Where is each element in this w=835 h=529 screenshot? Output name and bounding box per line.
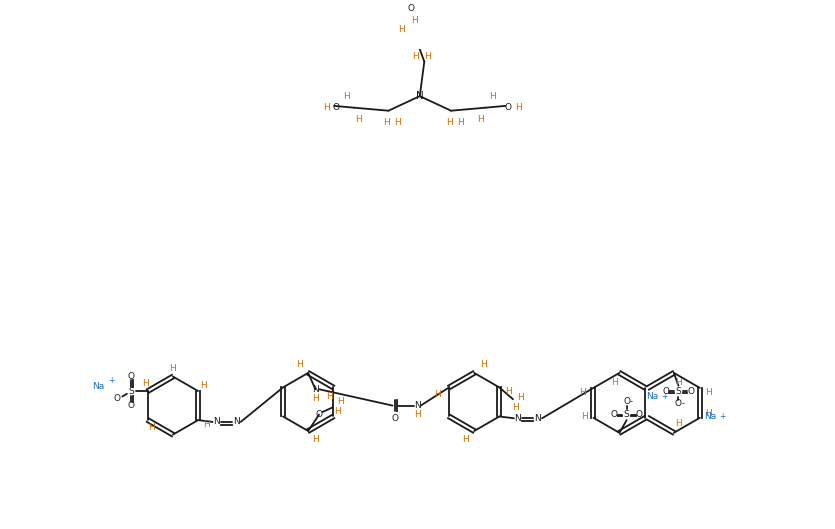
Text: H: H bbox=[513, 403, 519, 412]
Text: +: + bbox=[109, 376, 114, 385]
Text: O: O bbox=[128, 401, 135, 410]
Text: -: - bbox=[681, 399, 685, 408]
Text: H: H bbox=[323, 103, 331, 112]
Text: H: H bbox=[203, 420, 210, 429]
Text: S: S bbox=[129, 387, 134, 396]
Text: N: N bbox=[416, 91, 423, 101]
Text: H: H bbox=[446, 118, 453, 127]
Text: H: H bbox=[148, 423, 154, 432]
Text: H: H bbox=[611, 378, 618, 387]
Text: H: H bbox=[514, 103, 521, 112]
Text: H: H bbox=[356, 115, 362, 124]
Text: S: S bbox=[624, 410, 630, 419]
Text: H: H bbox=[413, 410, 420, 419]
Text: H: H bbox=[411, 16, 418, 25]
Text: O: O bbox=[114, 394, 120, 403]
Text: Na: Na bbox=[646, 392, 658, 401]
Text: H: H bbox=[478, 115, 484, 124]
Text: O: O bbox=[407, 4, 414, 13]
Text: H: H bbox=[312, 394, 319, 403]
Text: H: H bbox=[337, 397, 344, 406]
Text: H: H bbox=[394, 118, 401, 127]
Text: O: O bbox=[128, 372, 135, 381]
Text: S: S bbox=[676, 387, 681, 396]
Text: H: H bbox=[412, 52, 418, 61]
Text: H: H bbox=[398, 25, 405, 34]
Text: O: O bbox=[332, 103, 340, 112]
Text: O: O bbox=[504, 103, 512, 112]
Text: H: H bbox=[675, 419, 682, 428]
Text: H: H bbox=[706, 388, 712, 397]
Text: H: H bbox=[383, 118, 390, 127]
Text: H: H bbox=[434, 390, 441, 399]
Text: O: O bbox=[662, 387, 669, 396]
Text: H: H bbox=[462, 435, 468, 444]
Text: H: H bbox=[343, 92, 350, 102]
Text: H: H bbox=[200, 381, 207, 390]
Text: H: H bbox=[457, 118, 463, 127]
Text: O: O bbox=[316, 410, 322, 419]
Text: H: H bbox=[326, 392, 333, 401]
Text: N: N bbox=[534, 414, 541, 423]
Text: H: H bbox=[142, 379, 149, 388]
Text: H: H bbox=[296, 360, 302, 369]
Text: H: H bbox=[423, 52, 430, 61]
Text: H: H bbox=[706, 409, 712, 418]
Text: H: H bbox=[312, 435, 319, 444]
Text: H: H bbox=[675, 378, 682, 387]
Text: O: O bbox=[610, 410, 617, 419]
Text: N: N bbox=[233, 417, 240, 426]
Text: Na: Na bbox=[704, 412, 716, 421]
Text: N: N bbox=[312, 385, 319, 394]
Text: +: + bbox=[661, 392, 668, 401]
Text: H: H bbox=[334, 407, 341, 416]
Text: H: H bbox=[505, 387, 512, 396]
Text: Na: Na bbox=[92, 382, 104, 391]
Text: O: O bbox=[392, 414, 399, 423]
Text: +: + bbox=[720, 412, 726, 421]
Text: H: H bbox=[400, 0, 407, 1]
Text: H: H bbox=[480, 360, 487, 369]
Text: H: H bbox=[489, 92, 496, 102]
Text: O: O bbox=[636, 410, 643, 419]
Text: H: H bbox=[579, 388, 586, 397]
Text: O: O bbox=[623, 397, 630, 406]
Text: H: H bbox=[517, 393, 524, 402]
Text: N: N bbox=[413, 401, 420, 410]
Text: N: N bbox=[514, 414, 521, 423]
Text: N: N bbox=[213, 417, 220, 426]
Text: H: H bbox=[170, 364, 176, 373]
Text: O: O bbox=[675, 399, 682, 408]
Text: -: - bbox=[630, 397, 633, 406]
Text: O: O bbox=[687, 387, 695, 396]
Text: H: H bbox=[581, 412, 588, 421]
